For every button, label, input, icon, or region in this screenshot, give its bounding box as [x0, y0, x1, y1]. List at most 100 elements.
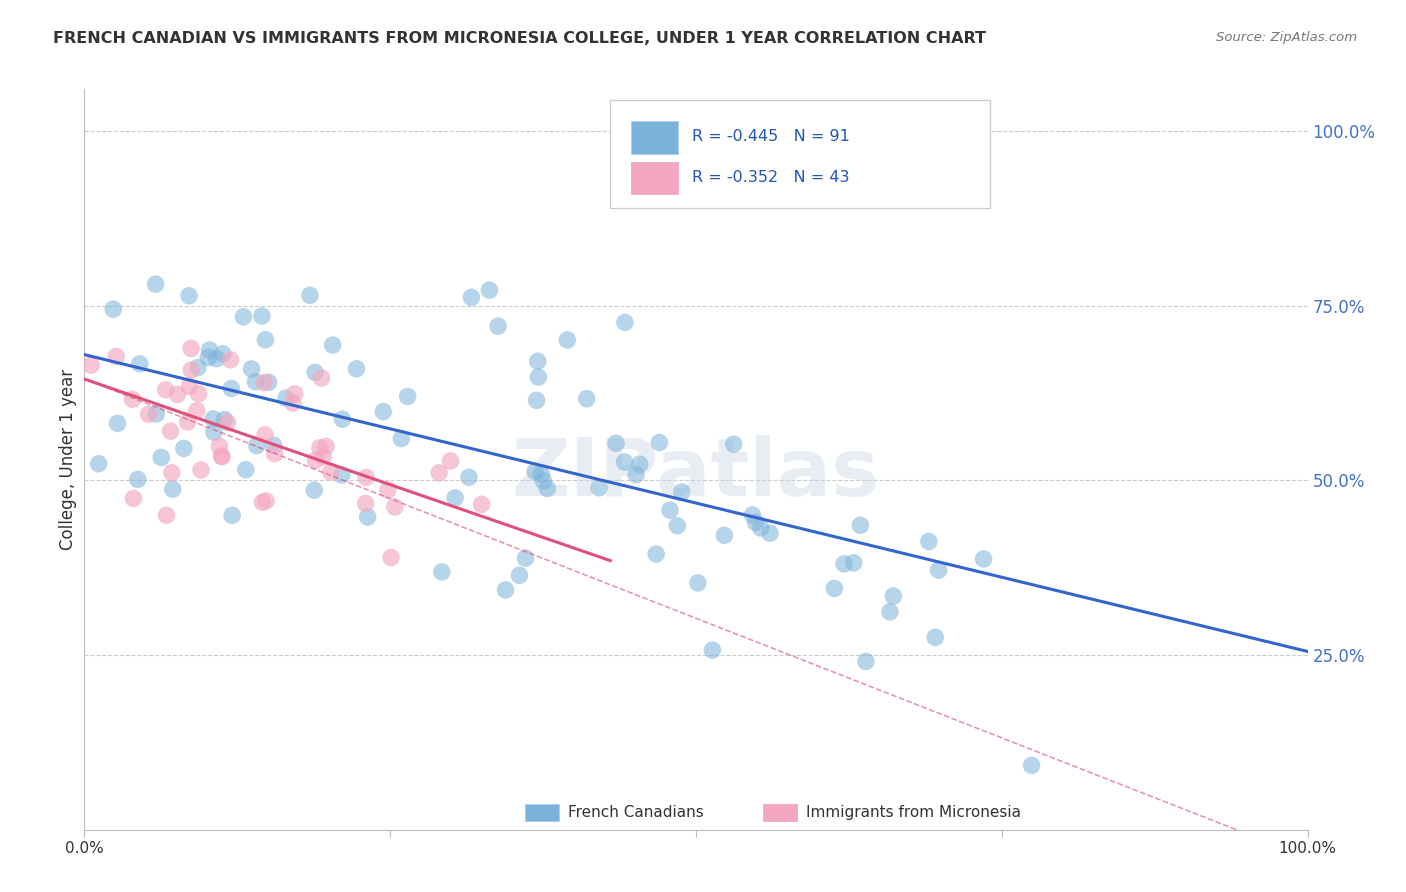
Point: [478, 283, 501, 297]
Point: [555, 333, 578, 347]
Point: [205, 351, 228, 366]
Point: [177, 289, 200, 303]
Point: [221, 508, 243, 523]
Point: [254, 494, 277, 508]
Point: [613, 315, 636, 329]
Point: [524, 465, 547, 479]
Point: [391, 432, 413, 446]
Point: [145, 407, 167, 421]
FancyBboxPatch shape: [610, 100, 990, 208]
Point: [162, 482, 184, 496]
Point: [245, 375, 267, 389]
Point: [744, 516, 766, 530]
Point: [315, 439, 337, 453]
Point: [284, 386, 307, 401]
Point: [197, 351, 219, 365]
Point: [211, 347, 233, 361]
Point: [217, 416, 239, 430]
Point: [221, 381, 243, 395]
Text: R = -0.445   N = 91: R = -0.445 N = 91: [692, 129, 851, 145]
Point: [107, 417, 129, 431]
Point: [202, 412, 225, 426]
Point: [973, 552, 995, 566]
Point: [536, 482, 558, 496]
Point: [304, 453, 326, 467]
Point: [495, 582, 517, 597]
Text: Immigrants from Micronesia: Immigrants from Micronesia: [806, 805, 1021, 820]
Point: [1021, 758, 1043, 772]
Point: [832, 557, 855, 571]
Point: [823, 582, 845, 596]
Point: [855, 654, 877, 668]
FancyBboxPatch shape: [524, 805, 560, 821]
Point: [439, 454, 461, 468]
Point: [879, 605, 901, 619]
Point: [444, 491, 467, 505]
Point: [176, 415, 198, 429]
Point: [430, 565, 453, 579]
Point: [526, 393, 548, 408]
Point: [354, 496, 377, 510]
Point: [396, 389, 419, 403]
Point: [354, 470, 377, 484]
Point: [842, 556, 865, 570]
Point: [122, 491, 145, 506]
Point: [211, 449, 233, 463]
Text: Source: ZipAtlas.com: Source: ZipAtlas.com: [1216, 31, 1357, 45]
Point: [257, 376, 280, 390]
Point: [214, 412, 236, 426]
Point: [232, 310, 254, 324]
Point: [190, 463, 212, 477]
Point: [180, 342, 202, 356]
Point: [322, 338, 344, 352]
Point: [304, 365, 326, 379]
Point: [311, 371, 333, 385]
Point: [508, 568, 530, 582]
Point: [319, 465, 342, 479]
Point: [263, 447, 285, 461]
Point: [460, 290, 482, 304]
Point: [526, 354, 548, 368]
Point: [605, 436, 627, 450]
Point: [486, 319, 509, 334]
Text: French Canadians: French Canadians: [568, 805, 703, 820]
Point: [166, 387, 188, 401]
Point: [330, 412, 353, 426]
Point: [882, 589, 904, 603]
Point: [588, 481, 610, 495]
Point: [187, 386, 209, 401]
FancyBboxPatch shape: [631, 121, 678, 153]
Point: [179, 379, 201, 393]
Point: [250, 309, 273, 323]
Point: [849, 518, 872, 533]
Point: [155, 508, 177, 523]
Point: [309, 441, 332, 455]
Point: [87, 457, 110, 471]
Point: [180, 363, 202, 377]
Point: [613, 455, 636, 469]
Point: [666, 518, 689, 533]
Point: [160, 466, 183, 480]
Point: [263, 438, 285, 452]
FancyBboxPatch shape: [763, 805, 797, 821]
Point: [458, 470, 481, 484]
Point: [127, 472, 149, 486]
Point: [648, 435, 671, 450]
Point: [128, 357, 150, 371]
Point: [713, 528, 735, 542]
Text: FRENCH CANADIAN VS IMMIGRANTS FROM MICRONESIA COLLEGE, UNDER 1 YEAR CORRELATION : FRENCH CANADIAN VS IMMIGRANTS FROM MICRO…: [53, 31, 987, 46]
Point: [198, 343, 221, 357]
Point: [186, 403, 208, 417]
Point: [357, 510, 380, 524]
Point: [527, 370, 550, 384]
Y-axis label: College, Under 1 year: College, Under 1 year: [59, 368, 77, 550]
Point: [103, 302, 125, 317]
Point: [155, 383, 177, 397]
Point: [628, 457, 651, 471]
Point: [658, 503, 681, 517]
Point: [235, 462, 257, 476]
Point: [105, 350, 128, 364]
Point: [138, 407, 160, 421]
Point: [240, 362, 263, 376]
Point: [281, 396, 304, 410]
